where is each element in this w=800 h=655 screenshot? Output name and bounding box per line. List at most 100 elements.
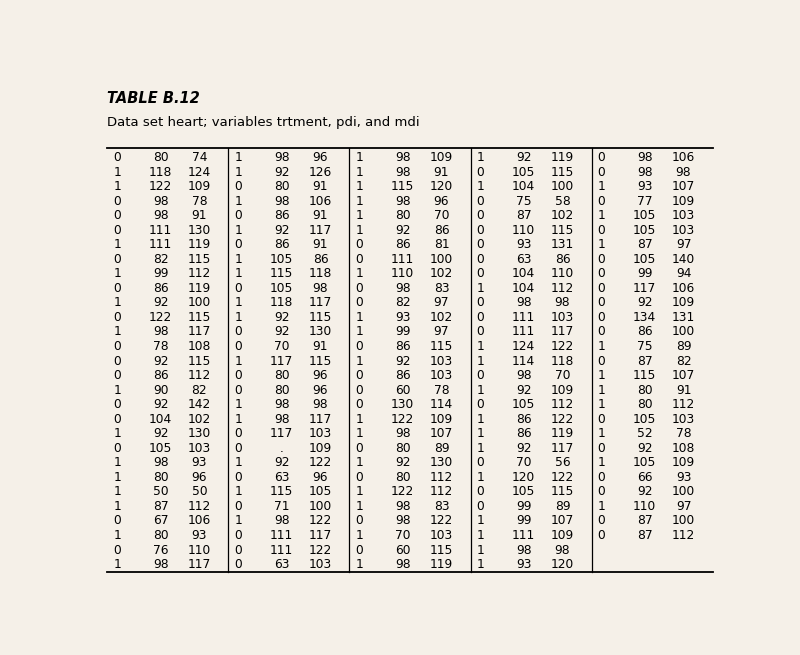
Text: 105: 105 (309, 485, 332, 498)
Text: 102: 102 (430, 267, 453, 280)
Text: 0: 0 (234, 500, 242, 513)
Text: 0: 0 (355, 296, 363, 309)
Text: 92: 92 (274, 224, 290, 236)
Text: 1: 1 (355, 427, 363, 440)
Text: 105: 105 (512, 398, 535, 411)
Text: 80: 80 (274, 180, 290, 193)
Text: 117: 117 (270, 427, 294, 440)
Text: 1: 1 (114, 296, 121, 309)
Text: 114: 114 (430, 398, 453, 411)
Text: 131: 131 (672, 311, 695, 324)
Text: 0: 0 (114, 224, 121, 236)
Text: 0: 0 (114, 413, 121, 426)
Text: 92: 92 (274, 311, 290, 324)
Text: 117: 117 (188, 326, 211, 339)
Text: 100: 100 (309, 500, 332, 513)
Text: 122: 122 (149, 311, 172, 324)
Text: 120: 120 (551, 558, 574, 571)
Text: 124: 124 (188, 166, 211, 179)
Text: 124: 124 (512, 340, 535, 353)
Text: 83: 83 (434, 282, 450, 295)
Text: 1: 1 (598, 457, 605, 470)
Text: 106: 106 (309, 195, 332, 208)
Text: 91: 91 (313, 340, 328, 353)
Text: 117: 117 (551, 441, 574, 455)
Text: 122: 122 (391, 485, 414, 498)
Text: 105: 105 (633, 413, 657, 426)
Text: 86: 86 (274, 209, 290, 222)
Text: 1: 1 (234, 457, 242, 470)
Text: 134: 134 (633, 311, 657, 324)
Text: 1: 1 (476, 471, 484, 484)
Text: 0: 0 (598, 326, 605, 339)
Text: 102: 102 (551, 209, 574, 222)
Text: 1: 1 (476, 340, 484, 353)
Text: 1: 1 (114, 558, 121, 571)
Text: 99: 99 (516, 500, 531, 513)
Text: 115: 115 (188, 354, 211, 367)
Text: 100: 100 (430, 253, 453, 266)
Text: 93: 93 (676, 471, 691, 484)
Text: 1: 1 (355, 485, 363, 498)
Text: 1: 1 (355, 500, 363, 513)
Text: 0: 0 (234, 544, 242, 557)
Text: 0: 0 (476, 311, 484, 324)
Text: 0: 0 (476, 267, 484, 280)
Text: 103: 103 (672, 224, 695, 236)
Text: Data set heart; variables trtment, pdi, and mdi: Data set heart; variables trtment, pdi, … (107, 117, 420, 130)
Text: 1: 1 (114, 267, 121, 280)
Text: 1: 1 (355, 166, 363, 179)
Text: 98: 98 (516, 369, 531, 382)
Text: 1: 1 (234, 195, 242, 208)
Text: 110: 110 (633, 500, 657, 513)
Text: 0: 0 (598, 166, 605, 179)
Text: 0: 0 (476, 500, 484, 513)
Text: 0: 0 (598, 224, 605, 236)
Text: 78: 78 (192, 195, 207, 208)
Text: 117: 117 (188, 558, 211, 571)
Text: 119: 119 (551, 427, 574, 440)
Text: 1: 1 (476, 544, 484, 557)
Text: 119: 119 (188, 238, 211, 252)
Text: 115: 115 (270, 485, 294, 498)
Text: 98: 98 (313, 398, 328, 411)
Text: 86: 86 (395, 369, 410, 382)
Text: 82: 82 (192, 384, 207, 397)
Text: 98: 98 (637, 166, 653, 179)
Text: 100: 100 (551, 180, 574, 193)
Text: 0: 0 (114, 340, 121, 353)
Text: 122: 122 (391, 413, 414, 426)
Text: 105: 105 (633, 224, 657, 236)
Text: 1: 1 (355, 311, 363, 324)
Text: 98: 98 (554, 296, 570, 309)
Text: 1: 1 (234, 354, 242, 367)
Text: 98: 98 (395, 195, 410, 208)
Text: 105: 105 (633, 457, 657, 470)
Text: 0: 0 (476, 398, 484, 411)
Text: 56: 56 (554, 457, 570, 470)
Text: 1: 1 (355, 195, 363, 208)
Text: 1: 1 (476, 384, 484, 397)
Text: 1: 1 (234, 398, 242, 411)
Text: 108: 108 (672, 441, 695, 455)
Text: 1: 1 (476, 151, 484, 164)
Text: 1: 1 (114, 384, 121, 397)
Text: 97: 97 (434, 296, 450, 309)
Text: 115: 115 (430, 340, 453, 353)
Text: 0: 0 (234, 427, 242, 440)
Text: 89: 89 (676, 340, 691, 353)
Text: 92: 92 (153, 398, 169, 411)
Text: 0: 0 (355, 384, 363, 397)
Text: 92: 92 (274, 166, 290, 179)
Text: 82: 82 (395, 296, 410, 309)
Text: 107: 107 (551, 514, 574, 527)
Text: 103: 103 (551, 311, 574, 324)
Text: 0: 0 (114, 544, 121, 557)
Text: 92: 92 (516, 441, 531, 455)
Text: 91: 91 (313, 209, 328, 222)
Text: 111: 111 (512, 529, 535, 542)
Text: 97: 97 (676, 500, 691, 513)
Text: 1: 1 (476, 514, 484, 527)
Text: 130: 130 (430, 457, 453, 470)
Text: 112: 112 (551, 398, 574, 411)
